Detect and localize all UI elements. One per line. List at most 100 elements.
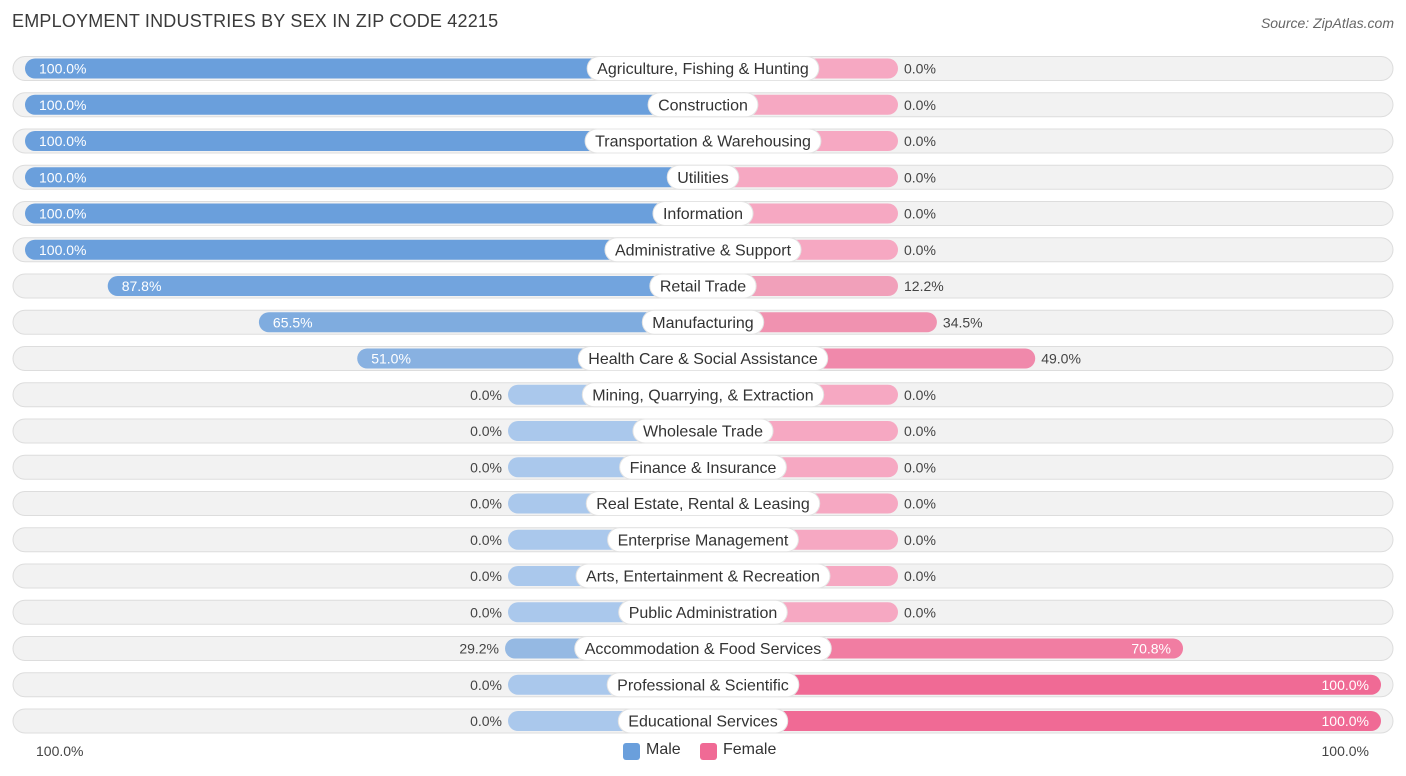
category-label: Finance & Insurance [619,454,787,480]
category-pill [575,563,831,589]
category-label: Administrative & Support [604,237,802,263]
value-label-male: 65.5% [273,314,313,330]
category-text: Finance & Insurance [630,460,777,477]
category-text: Information [663,206,743,223]
value-label-male: 0.0% [470,423,502,439]
category-text: Public Administration [629,605,778,622]
category-pill [618,599,788,625]
category-label: Retail Trade [649,273,757,299]
category-text: Transportation & Warehousing [595,134,811,151]
legend-swatch-male [623,743,640,760]
legend-swatch-female [700,743,717,760]
category-label: Transportation & Warehousing [584,128,822,154]
legend-label-male: Male [646,741,681,758]
category-pill [606,672,800,698]
row-2: 100.0% 0.0% Transportation & Warehousing [12,128,1394,154]
bar-male[interactable] [258,312,703,333]
category-text: Professional & Scientific [617,677,789,694]
category-pill [574,636,832,661]
value-label-female: 34.5% [943,314,983,330]
row-17: 0.0% 100.0% Professional & Scientific [12,672,1394,698]
category-pill [617,708,789,734]
value-label-male: 100.0% [39,169,86,185]
category-label: Professional & Scientific [606,672,800,698]
category-pill [585,491,821,516]
category-pill [607,527,799,553]
category-label: Arts, Entertainment & Recreation [575,563,831,589]
category-text: Health Care & Social Assistance [588,351,818,368]
axis-left-label: 100.0% [36,743,84,759]
bar-male[interactable] [25,239,703,260]
value-label-female: 70.8% [1131,641,1171,657]
value-label-male: 87.8% [122,278,162,294]
value-label-female: 0.0% [904,496,936,512]
bar-male[interactable] [25,58,703,79]
category-text: Enterprise Management [618,532,789,549]
value-label-female: 0.0% [904,532,936,548]
bar-male[interactable] [25,203,703,224]
value-label-male: 0.0% [470,604,502,620]
bar-male[interactable] [25,167,703,188]
bar-female[interactable] [703,167,898,188]
value-label-female: 0.0% [904,459,936,475]
row-8: 51.0% 49.0% Health Care & Social Assistanc… [12,346,1394,371]
category-label: Accommodation & Food Services [574,636,832,661]
source-note: Source: ZipAtlas.com [1260,15,1394,31]
row-3: 100.0% 0.0% Utilities [12,164,1394,190]
row-0: 100.0% 0.0% Agriculture, Fishing & Hunting [12,56,1394,81]
axis-right-label: 100.0% [1321,743,1369,759]
value-label-female: 49.0% [1041,351,1081,367]
value-label-female: 12.2% [904,278,944,294]
category-label: Information [652,201,754,226]
value-label-female: 0.0% [904,242,936,258]
category-text: Real Estate, Rental & Leasing [596,496,809,513]
bar-male[interactable] [25,94,703,115]
category-text: Retail Trade [660,279,746,296]
bar-male[interactable] [25,131,703,151]
category-pill [581,382,825,408]
value-label-female: 0.0% [904,97,936,113]
value-label-male: 0.0% [470,532,502,548]
diverging-bar-chart: 100.0% 0.0% Agriculture, Fishing & Hunting… [12,56,1394,734]
category-text: Utilities [677,170,729,187]
value-label-female: 0.0% [904,61,936,77]
value-label-male: 0.0% [470,568,502,584]
value-label-male: 51.0% [371,351,411,367]
value-label-female: 0.0% [904,133,936,149]
category-label: Educational Services [617,708,789,734]
value-label-female: 0.0% [904,568,936,584]
row-14: 0.0% 0.0% Arts, Entertainment & Recreation [12,563,1394,589]
row-7: 65.5% 34.5% Manufacturing [12,309,1394,335]
category-label: Manufacturing [641,309,765,335]
row-1: 100.0% 0.0% Construction [12,92,1394,118]
category-text: Arts, Entertainment & Recreation [586,569,820,586]
value-label-male: 100.0% [39,61,86,77]
value-label-female: 0.0% [904,169,936,185]
category-label: Health Care & Social Assistance [577,346,829,371]
value-label-female: 100.0% [1322,677,1369,693]
row-12: 0.0% 0.0% Real Estate, Rental & Leasing [12,491,1394,516]
value-label-male: 100.0% [39,97,86,113]
row-9: 0.0% 0.0% Mining, Quarrying, & Extraction [12,382,1394,408]
category-text: Agriculture, Fishing & Hunting [597,61,809,78]
category-pill [666,164,740,190]
category-label: Utilities [666,164,740,190]
bar-female[interactable] [703,674,1381,695]
category-label: Mining, Quarrying, & Extraction [581,382,825,408]
legend-label-female: Female [723,741,777,758]
value-label-male: 0.0% [470,713,502,729]
category-pill [647,92,759,118]
row-5: 100.0% 0.0% Administrative & Support [12,237,1394,263]
bar-male[interactable] [107,276,703,296]
row-6: 87.8% 12.2% Retail Trade [12,273,1394,299]
category-text: Accommodation & Food Services [585,641,822,658]
category-label: Wholesale Trade [632,418,774,444]
value-label-female: 100.0% [1322,713,1369,729]
value-label-male: 0.0% [470,677,502,693]
bar-female[interactable] [703,711,1381,731]
value-label-male: 100.0% [39,206,86,222]
row-11: 0.0% 0.0% Finance & Insurance [12,454,1394,480]
category-pill [632,418,774,444]
category-label: Public Administration [618,599,788,625]
category-text: Construction [658,97,748,114]
